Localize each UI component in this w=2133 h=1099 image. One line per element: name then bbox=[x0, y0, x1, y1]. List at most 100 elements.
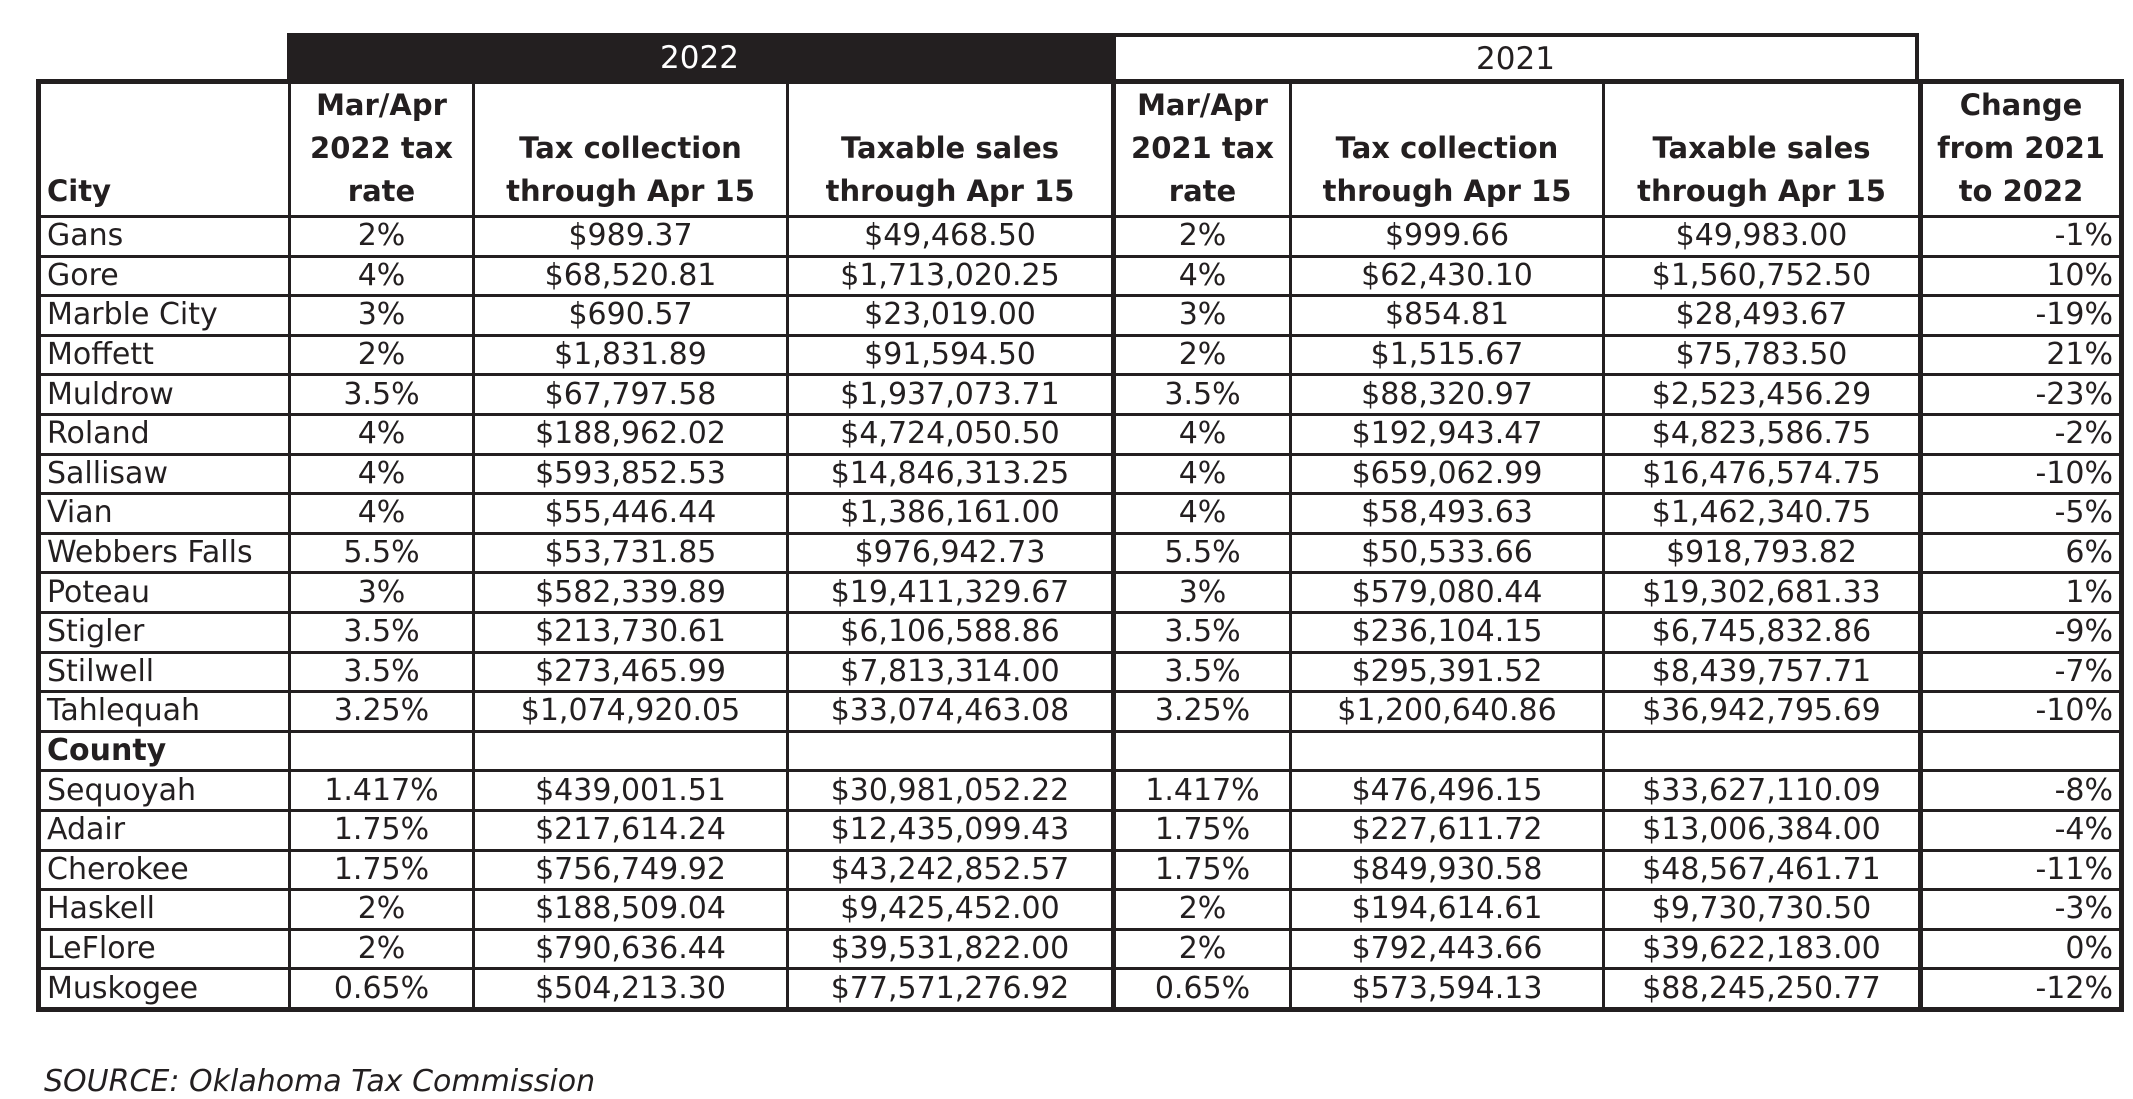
cell-sales-2022: $4,724,050.50 bbox=[786, 412, 1115, 456]
column-header-sales-2022: Taxable sales through Apr 15 bbox=[786, 80, 1115, 218]
cell-sales-2022: $33,074,463.08 bbox=[786, 690, 1115, 733]
cell-collection-2022: $790,636.44 bbox=[472, 927, 789, 971]
cell-city: Muldrow bbox=[37, 373, 291, 416]
cell-rate-2022: 0.65% bbox=[288, 967, 475, 1011]
cell-city: County bbox=[37, 729, 291, 773]
header-text: from 2021 bbox=[1937, 131, 2105, 165]
cell-sales-2021: $88,245,250.77 bbox=[1602, 967, 1922, 1011]
cell-rate-2021: 3.5% bbox=[1111, 610, 1292, 654]
header-text: rate bbox=[347, 174, 416, 208]
cell-change: 10% bbox=[1918, 254, 2123, 298]
cell-change: -2% bbox=[1918, 412, 2123, 456]
header-row: City Mar/Apr 2022 tax rate Tax collection thr… bbox=[37, 80, 2123, 218]
cell-rate-2021: 2% bbox=[1111, 215, 1292, 258]
cell-sales-2021: $49,983.00 bbox=[1602, 215, 1922, 258]
cell-collection-2022: $53,731.85 bbox=[472, 531, 789, 575]
cell-rate-2021: 3.5% bbox=[1111, 650, 1292, 694]
cell-sales-2022: $30,981,052.22 bbox=[786, 769, 1115, 812]
cell-collection-2021: $227,611.72 bbox=[1289, 808, 1605, 852]
cell-sales-2021: $6,745,832.86 bbox=[1602, 610, 1922, 654]
table-row: Cherokee 1.75% $756,749.92 $43,242,852.57 1.… bbox=[37, 848, 2123, 892]
header-text: through Apr 15 bbox=[825, 174, 1075, 208]
table-row: Stilwell 3.5% $273,465.99 $7,813,314.00 3.5%… bbox=[37, 650, 2123, 694]
cell-rate-2021: 2% bbox=[1111, 927, 1292, 971]
cell-sales-2022: $1,386,161.00 bbox=[786, 492, 1115, 535]
cell-sales-2021: $75,783.50 bbox=[1602, 333, 1922, 377]
cell-rate-2022: 3% bbox=[288, 571, 475, 614]
cell-collection-2022: $188,962.02 bbox=[472, 412, 789, 456]
cell-change: 6% bbox=[1918, 531, 2123, 575]
sales-tax-table: City Mar/Apr 2022 tax rate Tax collection thr… bbox=[36, 79, 2124, 1012]
year-header-2021: 2021 bbox=[1112, 33, 1919, 79]
header-text: Taxable sales bbox=[1652, 131, 1871, 165]
cell-sales-2021: $28,493.67 bbox=[1602, 294, 1922, 337]
cell-sales-2022: $39,531,822.00 bbox=[786, 927, 1115, 971]
cell-collection-2021: $573,594.13 bbox=[1289, 967, 1605, 1011]
cell-rate-2022: 5.5% bbox=[288, 531, 475, 575]
cell-sales-2021 bbox=[1602, 729, 1922, 773]
cell-city: Gore bbox=[37, 254, 291, 298]
cell-collection-2021: $194,614.61 bbox=[1289, 888, 1605, 931]
cell-collection-2022: $1,074,920.05 bbox=[472, 690, 789, 733]
cell-rate-2021: 4% bbox=[1111, 492, 1292, 535]
cell-city: Poteau bbox=[37, 571, 291, 614]
cell-rate-2021: 2% bbox=[1111, 888, 1292, 931]
table-row: Sequoyah 1.417% $439,001.51 $30,981,052.22 1… bbox=[37, 769, 2123, 812]
table-row: Haskell 2% $188,509.04 $9,425,452.00 2% $194,… bbox=[37, 888, 2123, 931]
cell-rate-2022: 4% bbox=[288, 492, 475, 535]
cell-change: -9% bbox=[1918, 610, 2123, 654]
cell-city: Marble City bbox=[37, 294, 291, 337]
cell-sales-2021: $36,942,795.69 bbox=[1602, 690, 1922, 733]
cell-city: Adair bbox=[37, 808, 291, 852]
cell-rate-2022: 2% bbox=[288, 927, 475, 971]
cell-rate-2022: 4% bbox=[288, 254, 475, 298]
cell-collection-2022: $593,852.53 bbox=[472, 452, 789, 496]
column-header-change: Change from 2021 to 2022 bbox=[1918, 80, 2123, 218]
table-row: Muldrow 3.5% $67,797.58 $1,937,073.71 3.5% $8… bbox=[37, 373, 2123, 416]
section-row-county: County bbox=[37, 729, 2123, 773]
column-header-rate-2022: Mar/Apr 2022 tax rate bbox=[288, 80, 475, 218]
header-text: Mar/Apr bbox=[1137, 88, 1268, 122]
cell-collection-2021 bbox=[1289, 729, 1605, 773]
cell-change: -7% bbox=[1918, 650, 2123, 694]
header-text: Mar/Apr bbox=[316, 88, 447, 122]
cell-rate-2021: 5.5% bbox=[1111, 531, 1292, 575]
cell-sales-2021: $1,560,752.50 bbox=[1602, 254, 1922, 298]
cell-city: Stilwell bbox=[37, 650, 291, 694]
cell-sales-2021: $13,006,384.00 bbox=[1602, 808, 1922, 852]
cell-collection-2021: $579,080.44 bbox=[1289, 571, 1605, 614]
table-row: LeFlore 2% $790,636.44 $39,531,822.00 2% $792… bbox=[37, 927, 2123, 971]
cell-sales-2022: $91,594.50 bbox=[786, 333, 1115, 377]
cell-sales-2021: $48,567,461.71 bbox=[1602, 848, 1922, 892]
column-header-sales-2021: Taxable sales through Apr 15 bbox=[1602, 80, 1922, 218]
cell-collection-2022: $217,614.24 bbox=[472, 808, 789, 852]
cell-sales-2022: $9,425,452.00 bbox=[786, 888, 1115, 931]
cell-collection-2022: $504,213.30 bbox=[472, 967, 789, 1011]
table-row: Poteau 3% $582,339.89 $19,411,329.67 3% $579,… bbox=[37, 571, 2123, 614]
table-row: Adair 1.75% $217,614.24 $12,435,099.43 1.75%… bbox=[37, 808, 2123, 852]
cell-sales-2021: $1,462,340.75 bbox=[1602, 492, 1922, 535]
cell-rate-2022: 3.5% bbox=[288, 650, 475, 694]
cell-sales-2022: $1,713,020.25 bbox=[786, 254, 1115, 298]
cell-collection-2022: $1,831.89 bbox=[472, 333, 789, 377]
cell-sales-2022: $77,571,276.92 bbox=[786, 967, 1115, 1011]
cell-collection-2022: $989.37 bbox=[472, 215, 789, 258]
cell-collection-2021: $295,391.52 bbox=[1289, 650, 1605, 694]
cell-change: -3% bbox=[1918, 888, 2123, 931]
cell-sales-2021: $16,476,574.75 bbox=[1602, 452, 1922, 496]
cell-sales-2021: $918,793.82 bbox=[1602, 531, 1922, 575]
cell-collection-2022: $188,509.04 bbox=[472, 888, 789, 931]
cell-sales-2021: $9,730,730.50 bbox=[1602, 888, 1922, 931]
cell-collection-2021: $236,104.15 bbox=[1289, 610, 1605, 654]
header-text: City bbox=[47, 174, 111, 208]
cell-sales-2022: $1,937,073.71 bbox=[786, 373, 1115, 416]
cell-collection-2021: $192,943.47 bbox=[1289, 412, 1605, 456]
cell-collection-2022: $690.57 bbox=[472, 294, 789, 337]
cell-collection-2021: $476,496.15 bbox=[1289, 769, 1605, 812]
cell-city: Haskell bbox=[37, 888, 291, 931]
header-text: 2021 tax bbox=[1131, 131, 1274, 165]
cell-collection-2022 bbox=[472, 729, 789, 773]
cell-sales-2021: $33,627,110.09 bbox=[1602, 769, 1922, 812]
cell-sales-2022: $19,411,329.67 bbox=[786, 571, 1115, 614]
cell-collection-2021: $1,200,640.86 bbox=[1289, 690, 1605, 733]
